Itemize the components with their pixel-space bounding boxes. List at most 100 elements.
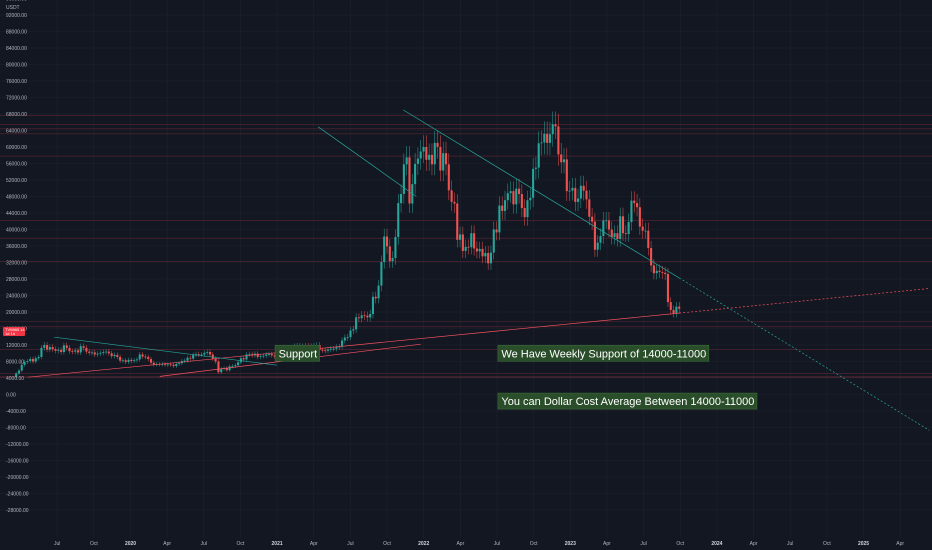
x-tick-label: Jul (347, 541, 353, 547)
candle-body (419, 151, 422, 159)
x-tick-label: Oct (383, 541, 391, 547)
candle-body (577, 198, 580, 202)
y-tick-label: -12000.00 (6, 442, 29, 448)
candle-body (461, 234, 464, 251)
candle-body (121, 360, 124, 362)
candle-body (130, 359, 133, 362)
candle-body (408, 157, 411, 204)
annotation-2[interactable]: We Have Weekly Support of 14000-11000 (497, 344, 710, 362)
candle-body (29, 359, 32, 362)
candle-body (107, 351, 110, 354)
candle-body (124, 360, 127, 362)
y-tick-label: 72000.00 (6, 95, 27, 101)
trend-lines (27, 109, 930, 431)
candle-body (512, 191, 515, 205)
y-tick-label: -20000.00 (6, 475, 29, 481)
candle-body (464, 246, 467, 251)
annotation-3[interactable]: You can Dollar Cost Average Between 1400… (497, 392, 758, 410)
candle-body (498, 205, 501, 233)
candle-body (172, 364, 175, 367)
x-tick-label: Oct (530, 541, 538, 547)
x-tick-label: Oct (676, 541, 684, 547)
x-tick-label: Jul (640, 541, 646, 547)
candle-body (208, 352, 212, 355)
candle-body (105, 351, 108, 353)
candle-body (405, 157, 408, 165)
trend-line-resistance-main (402, 109, 680, 279)
candle-body (48, 347, 51, 350)
candle-body (99, 352, 102, 354)
y-tick-label: 68000.00 (6, 112, 27, 118)
candle-body (54, 349, 57, 351)
candle-body (335, 347, 338, 349)
trend-line-resistance-main-projection (679, 277, 930, 431)
candle-body (324, 350, 327, 352)
candle-body (178, 363, 181, 364)
candle-body (62, 345, 65, 353)
y-tick-label: -16000.00 (6, 458, 29, 464)
candle-body (43, 345, 46, 348)
x-tick-label: 2020 (125, 541, 136, 547)
y-tick-label: 32000.00 (6, 260, 27, 266)
candle-body (119, 356, 122, 361)
x-tick-label: Apr (456, 541, 464, 547)
candle-body (397, 203, 400, 237)
candle-body (501, 205, 504, 211)
x-tick-label: Oct (823, 541, 831, 547)
y-tick-label: 92000.00 (6, 13, 27, 19)
annotation-text: We Have Weekly Support of 14000-11000 (501, 348, 706, 360)
y-tick-label: 44000.00 (6, 211, 27, 217)
x-tick-label: Jul (494, 541, 500, 547)
candle-body (326, 349, 330, 351)
trend-line-support-rising-projection (679, 288, 930, 314)
candle-body (492, 229, 495, 253)
x-tick-label: Oct (90, 541, 98, 547)
candle-body (31, 359, 35, 362)
candle-body (585, 190, 588, 200)
candle-body (265, 354, 268, 356)
candle-body (234, 365, 237, 367)
candle-body (127, 359, 130, 362)
candle-body (76, 350, 80, 353)
last-price-tag-line1: TVWAB 14 (5, 327, 25, 332)
candle-body (478, 248, 481, 252)
candle-body (422, 147, 425, 152)
candle-body (484, 253, 487, 257)
candle-body (51, 347, 54, 350)
candle-body (641, 226, 644, 231)
candle-body (363, 315, 366, 317)
candle-body (414, 163, 417, 185)
y-tick-label: -24000.00 (6, 491, 29, 497)
candle-body (520, 194, 523, 209)
candle-body (270, 354, 273, 356)
candle-body (338, 346, 341, 348)
x-tick-label: 2023 (565, 541, 576, 547)
candle-body (394, 236, 397, 258)
candle-body (582, 185, 585, 191)
candle-body (433, 142, 436, 165)
candle-body (473, 233, 476, 249)
x-axis: Jul Oct 2020 Apr Jul Oct 2021 Apr Jul Oct 2022 Apr J… (54, 541, 904, 547)
candle-body (245, 354, 248, 360)
candle-body (515, 188, 518, 205)
candle-body (15, 373, 18, 377)
y-tick-label: 8000.00 (6, 359, 24, 365)
candle-body (371, 296, 375, 315)
y-tick-label: 36000.00 (6, 244, 27, 250)
candle-body (562, 159, 566, 163)
candle-body (192, 354, 195, 359)
candle-body (621, 216, 625, 234)
candle-body (374, 296, 377, 299)
y-tick-label: 64000.00 (6, 128, 27, 134)
y-axis-unit: USDT (6, 5, 20, 11)
candle-body (248, 354, 251, 355)
candle-body (217, 361, 220, 373)
candle-body (273, 355, 276, 357)
candle-body (593, 221, 596, 250)
candle-body (113, 354, 116, 357)
candle-body (102, 352, 105, 353)
annotation-1[interactable]: Support (274, 344, 320, 362)
y-tick-label: 12000.00 (6, 343, 27, 349)
annotation-text: You can Dollar Cost Average Between 1400… (501, 396, 754, 408)
